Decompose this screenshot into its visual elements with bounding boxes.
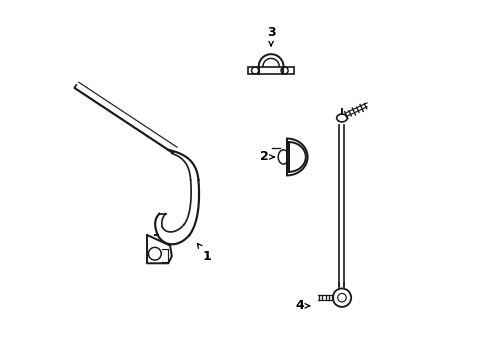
Text: 1: 1: [197, 244, 211, 263]
Text: 4: 4: [294, 299, 309, 312]
Bar: [247, 67, 293, 75]
Text: 2: 2: [259, 150, 274, 163]
Text: 3: 3: [266, 26, 275, 46]
